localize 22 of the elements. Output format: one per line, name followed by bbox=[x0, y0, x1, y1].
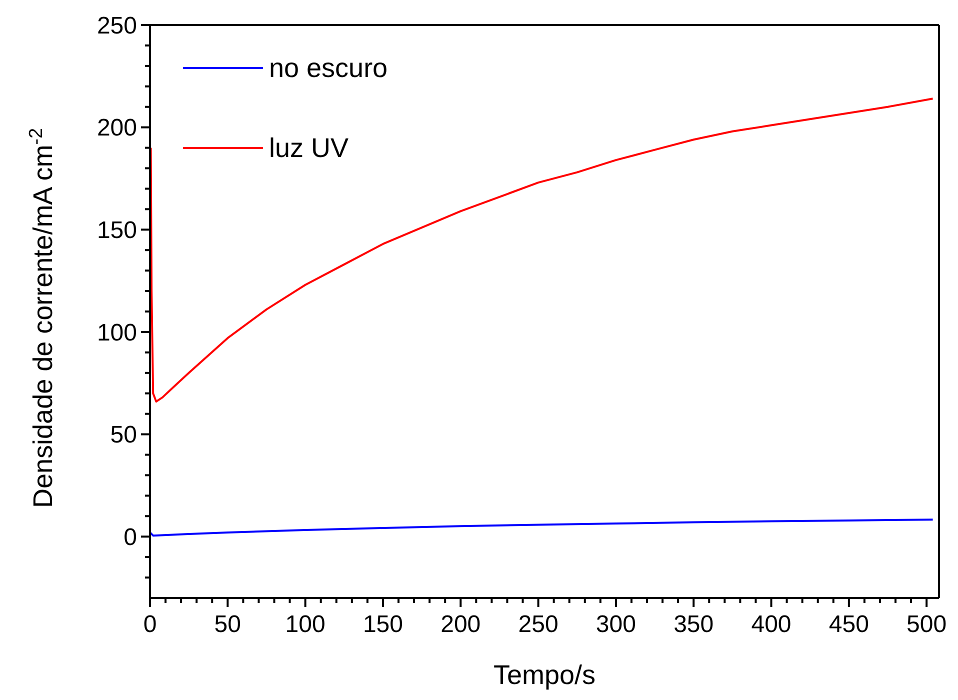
x-tick-label: 350 bbox=[674, 611, 714, 638]
x-tick-label: 250 bbox=[518, 611, 558, 638]
x-tick-label: 450 bbox=[828, 611, 869, 638]
legend-label: no escuro bbox=[269, 52, 388, 84]
y-tick-label: 200 bbox=[96, 114, 137, 142]
line-series bbox=[150, 98, 934, 403]
y-tick-label: 150 bbox=[96, 217, 137, 244]
y-tick-label: 250 bbox=[96, 12, 137, 40]
line-series bbox=[150, 518, 934, 537]
x-tick-label: 0 bbox=[143, 611, 157, 638]
x-axis-title: Tempo/s bbox=[493, 660, 596, 690]
x-tick-label: 100 bbox=[285, 611, 326, 638]
x-tick-label: 200 bbox=[440, 611, 481, 638]
legend-label: luz UV bbox=[269, 132, 349, 164]
x-tick-label: 50 bbox=[214, 611, 242, 638]
x-tick-label: 150 bbox=[362, 611, 403, 638]
y-tick-label: 0 bbox=[124, 524, 137, 552]
x-tick-label: 300 bbox=[596, 611, 636, 638]
y-tick-label: 100 bbox=[96, 319, 137, 346]
y-tick-label: 50 bbox=[110, 422, 137, 449]
x-tick-label: 500 bbox=[906, 611, 947, 638]
x-tick-label: 400 bbox=[751, 611, 792, 638]
